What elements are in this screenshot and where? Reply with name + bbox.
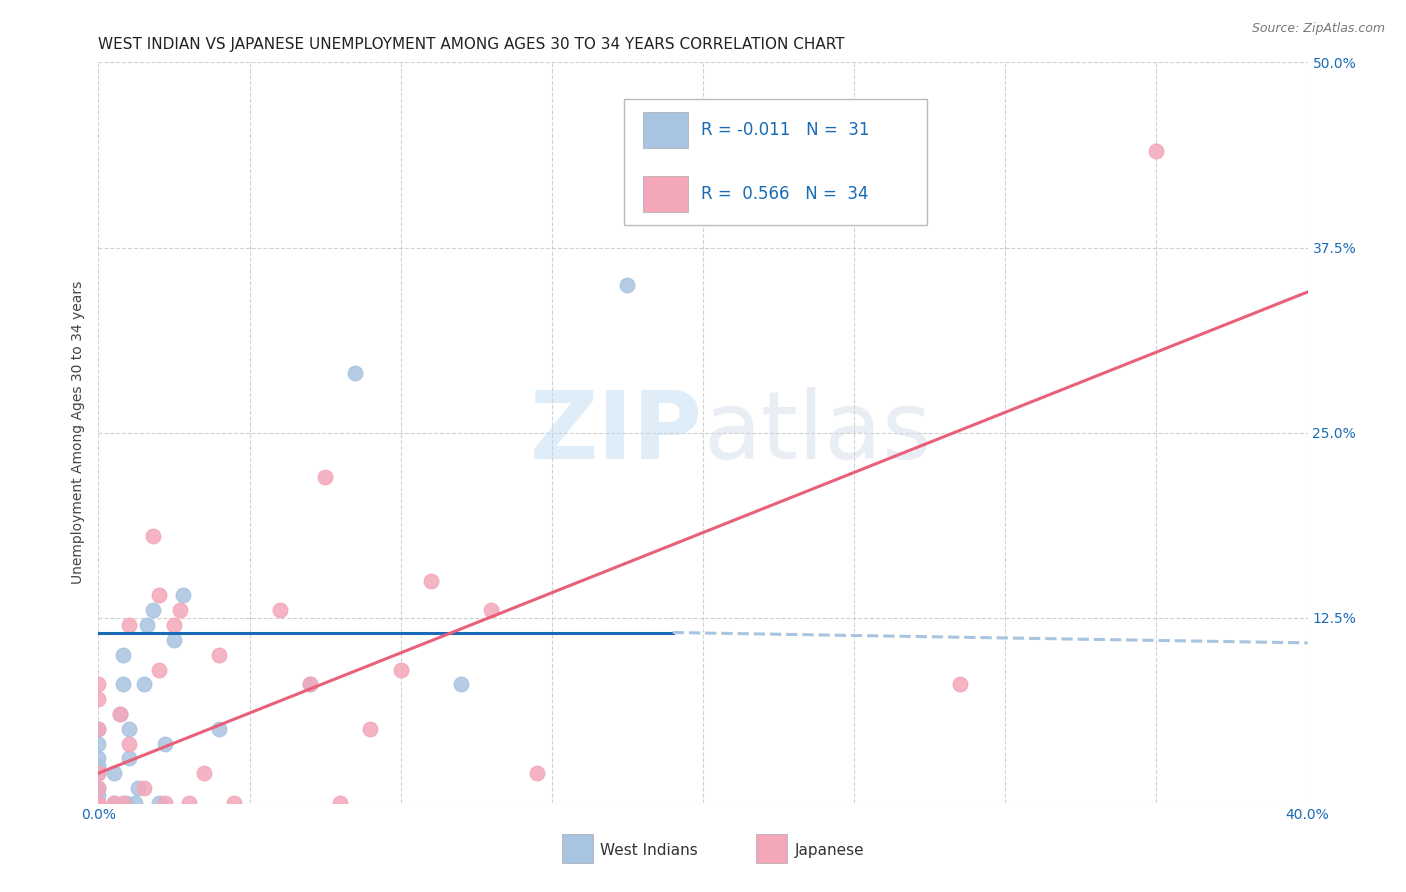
Point	[142, 529, 165, 543]
Point	[87, 796, 110, 810]
Point	[118, 751, 141, 765]
Point	[135, 618, 157, 632]
Point	[87, 751, 110, 765]
Point	[269, 603, 291, 617]
Point	[87, 737, 110, 751]
Point	[169, 603, 191, 617]
Text: atlas: atlas	[703, 386, 931, 479]
Point	[87, 796, 110, 810]
Point	[389, 663, 412, 677]
Text: R =  0.566   N =  34: R = 0.566 N = 34	[700, 186, 868, 203]
Point	[224, 796, 246, 810]
Point	[208, 648, 231, 662]
Point	[87, 796, 110, 810]
Point	[481, 603, 503, 617]
Text: Japanese: Japanese	[794, 843, 865, 857]
Point	[87, 766, 110, 780]
Point	[103, 796, 125, 810]
Point	[127, 780, 149, 795]
Point	[118, 722, 141, 736]
Point	[299, 677, 322, 691]
Point	[142, 603, 165, 617]
Point	[108, 706, 131, 721]
Point	[420, 574, 443, 588]
Point	[314, 470, 336, 484]
Point	[87, 692, 110, 706]
Point	[616, 277, 638, 292]
Point	[87, 722, 110, 736]
Point	[344, 367, 367, 381]
Point	[208, 722, 231, 736]
Text: R = -0.011   N =  31: R = -0.011 N = 31	[700, 120, 869, 139]
Point	[87, 758, 110, 772]
Point	[193, 766, 215, 780]
Point	[172, 589, 194, 603]
Point	[111, 796, 134, 810]
Point	[179, 796, 201, 810]
Point	[103, 796, 125, 810]
Point	[360, 722, 382, 736]
Bar	[643, 112, 689, 147]
FancyBboxPatch shape	[624, 99, 927, 226]
Point	[153, 796, 176, 810]
Point	[163, 618, 186, 632]
Point	[87, 677, 110, 691]
Point	[111, 677, 134, 691]
Point	[87, 780, 110, 795]
Point	[153, 737, 176, 751]
Point	[526, 766, 548, 780]
Point	[87, 766, 110, 780]
Point	[114, 796, 136, 810]
Point	[132, 677, 155, 691]
Point	[87, 780, 110, 795]
Text: WEST INDIAN VS JAPANESE UNEMPLOYMENT AMONG AGES 30 TO 34 YEARS CORRELATION CHART: WEST INDIAN VS JAPANESE UNEMPLOYMENT AMO…	[98, 37, 845, 52]
Point	[103, 766, 125, 780]
Point	[87, 722, 110, 736]
Point	[148, 796, 170, 810]
Text: Source: ZipAtlas.com: Source: ZipAtlas.com	[1251, 22, 1385, 36]
Point	[118, 618, 141, 632]
Point	[329, 796, 352, 810]
Point	[299, 677, 322, 691]
Point	[87, 789, 110, 803]
Point	[124, 796, 146, 810]
Bar	[643, 177, 689, 212]
Point	[450, 677, 472, 691]
Point	[111, 648, 134, 662]
Point	[118, 737, 141, 751]
Point	[148, 663, 170, 677]
Y-axis label: Unemployment Among Ages 30 to 34 years: Unemployment Among Ages 30 to 34 years	[72, 281, 86, 584]
Point	[87, 796, 110, 810]
Point	[132, 780, 155, 795]
Point	[148, 589, 170, 603]
Text: ZIP: ZIP	[530, 386, 703, 479]
Text: West Indians: West Indians	[600, 843, 699, 857]
Point	[1144, 145, 1167, 159]
Point	[163, 632, 186, 647]
Point	[108, 706, 131, 721]
Point	[949, 677, 972, 691]
